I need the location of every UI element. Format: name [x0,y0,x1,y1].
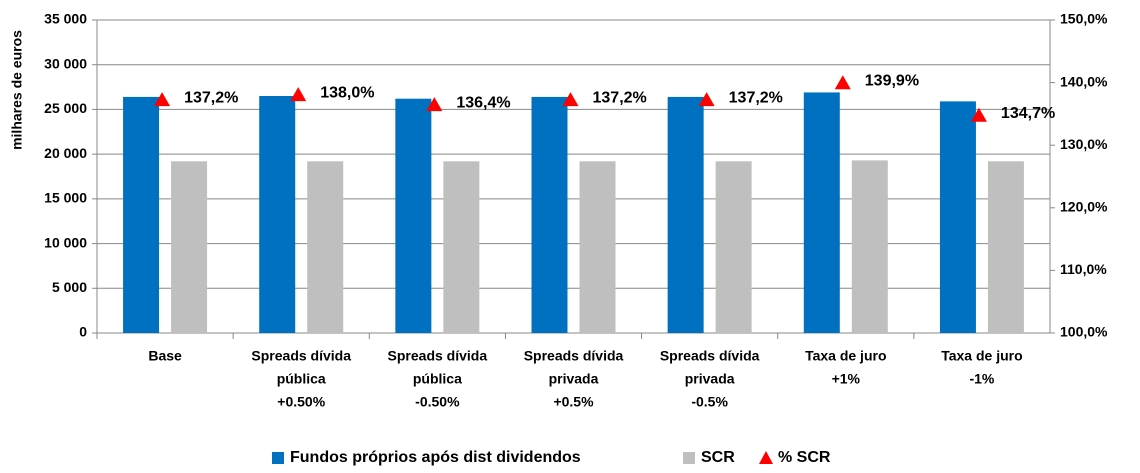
y-tick-label: 25 000 [44,100,87,116]
legend-label: % SCR [778,449,831,466]
bar [531,96,568,333]
bar [803,92,840,334]
x-tick-label: Spreads dívida [660,348,760,364]
plot-area [96,19,1051,334]
value-label: 136,4% [456,94,510,111]
x-tick-label: Base [148,348,182,364]
bar [259,96,296,333]
y2-tick-label: 110,0% [1060,261,1107,277]
value-label: 138,0% [320,84,374,101]
x-tick-label: privada [549,371,599,387]
x-tick-label: pública [277,371,326,387]
x-tick-label: +0.50% [277,394,325,410]
value-label: 137,2% [593,89,647,106]
bar [171,161,208,333]
bar [123,96,160,333]
y2-tick-label: 130,0% [1060,136,1108,152]
y-tick-label: 0 [79,324,87,340]
y-tick-label: 15 000 [44,190,87,206]
bar [395,98,432,333]
x-tick-label: +0.5% [553,394,594,410]
bar [939,101,976,333]
y-tick-label: 5 000 [52,279,87,295]
y-tick-label: 20 000 [44,145,87,161]
y-axis-label: milhares de euros [9,30,25,150]
value-label: 134,7% [1001,105,1055,122]
value-label: 137,2% [184,89,238,106]
bar [579,161,616,333]
triangle-marker [154,92,171,107]
value-label: 137,2% [729,89,783,106]
x-tick-label: +1% [832,371,861,387]
y-tick-label: 10 000 [44,234,87,250]
x-tick-label: Spreads dívida [524,348,624,364]
y2-tick-label: 150,0% [1060,11,1108,27]
triangle-marker [290,87,307,102]
y2-tick-label: 100,0% [1060,324,1108,340]
triangle-marker [698,92,715,107]
bar [443,161,480,333]
legend-swatch [272,452,284,464]
y-tick-label: 30 000 [44,55,87,71]
triangle-marker [426,97,443,112]
legend-label: SCR [701,449,735,466]
legend-swatch [683,452,695,464]
bar [715,161,752,333]
x-tick-label: -1% [969,371,994,387]
bar [307,161,344,333]
triangle-marker [562,92,579,107]
x-tick-label: pública [413,371,462,387]
triangle-marker [834,75,851,90]
x-tick-label: Taxa de juro [941,348,1022,364]
bar [851,160,888,333]
triangle-marker [970,107,987,122]
x-tick-label: privada [685,371,735,387]
legend-swatch [759,451,773,464]
value-label: 139,9% [865,72,919,89]
y2-tick-label: 120,0% [1060,199,1108,215]
y-tick-label: 35 000 [44,11,87,27]
y2-tick-label: 140,0% [1060,73,1108,89]
bar [667,96,704,333]
x-tick-label: -0.5% [691,394,728,410]
x-tick-label: Taxa de juro [805,348,886,364]
legend-label: Fundos próprios após dist dividendos [290,449,581,466]
x-tick-label: Spreads dívida [251,348,351,364]
x-tick-label: Spreads dívida [388,348,488,364]
bar [987,161,1024,333]
x-tick-label: -0.50% [415,394,460,410]
